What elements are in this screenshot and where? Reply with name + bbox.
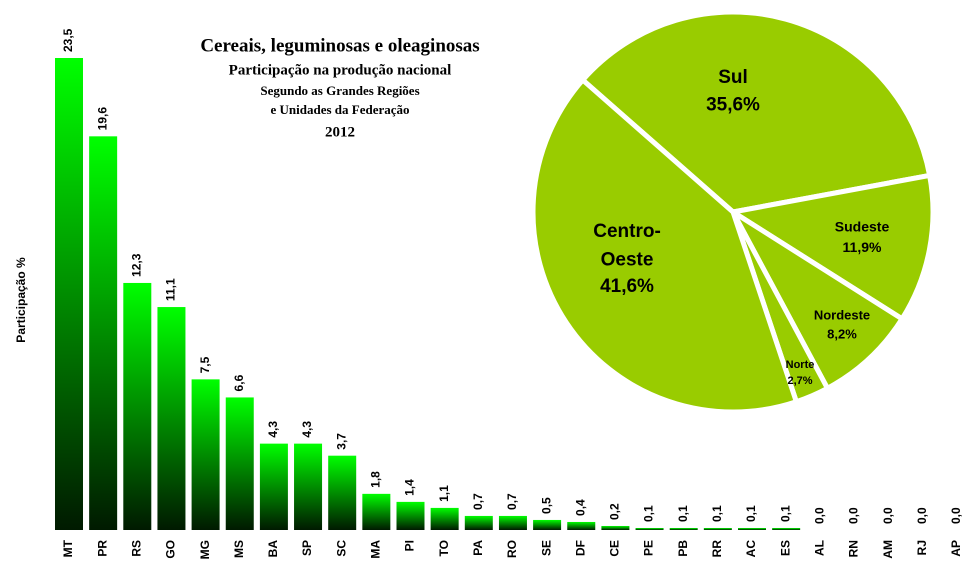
- slice-value: 2,7%: [787, 375, 812, 387]
- x-tick-label: PA: [471, 540, 485, 556]
- bar: [396, 501, 425, 530]
- value-label: 0,0: [847, 507, 861, 524]
- slice-label: Nordeste: [814, 307, 870, 322]
- x-tick-label: BA: [266, 540, 280, 558]
- bar: [464, 515, 493, 530]
- x-tick-label: ES: [778, 540, 792, 556]
- value-label: 0,5: [539, 497, 553, 514]
- bar: [157, 307, 186, 530]
- x-tick-label: PR: [95, 540, 109, 557]
- bar: [225, 397, 254, 530]
- bar: [259, 443, 288, 530]
- subtitle: 2012: [325, 124, 355, 140]
- x-tick-label: AM: [881, 540, 895, 559]
- bar: [567, 521, 596, 530]
- value-label: 0,0: [915, 507, 929, 524]
- x-tick-label: RJ: [915, 540, 929, 555]
- value-label: 23,5: [61, 28, 75, 52]
- bar: [772, 527, 801, 530]
- bar: [123, 282, 152, 530]
- value-label: 11,1: [164, 278, 178, 301]
- slice-label: Centro-Oeste: [593, 221, 661, 271]
- value-label: 0,1: [676, 505, 690, 522]
- bar: [601, 525, 630, 530]
- bar: [533, 519, 562, 530]
- slice-value: 41,6%: [600, 276, 654, 297]
- x-tick-label: CE: [608, 540, 622, 557]
- x-tick-label: MT: [61, 539, 75, 557]
- bar: [498, 515, 527, 530]
- pie-slice: [730, 172, 936, 322]
- slice-label: Sudeste: [835, 219, 890, 235]
- x-tick-label: SE: [539, 540, 553, 556]
- value-label: 0,2: [608, 503, 622, 520]
- value-label: 3,7: [334, 433, 348, 450]
- x-tick-label: PI: [403, 540, 417, 551]
- x-tick-label: PB: [676, 540, 690, 557]
- x-tick-label: TO: [437, 540, 451, 556]
- slice-label: Sul: [718, 67, 748, 88]
- x-tick-label: RS: [129, 540, 143, 557]
- pie-slice: [580, 9, 933, 215]
- subtitle: Segundo as Grandes Regiões: [260, 83, 419, 98]
- pie-slice: [530, 77, 799, 415]
- bar: [738, 527, 766, 530]
- x-tick-label: SP: [300, 540, 314, 556]
- value-label: 1,8: [369, 471, 383, 488]
- x-tick-label: RN: [847, 540, 861, 557]
- value-label: 1,4: [403, 479, 417, 496]
- value-label: 0,7: [471, 493, 485, 510]
- x-tick-label: RO: [505, 540, 519, 558]
- bar: [669, 527, 698, 530]
- bar: [191, 379, 220, 530]
- bar: [430, 507, 459, 530]
- chart-title: Cereais, leguminosas e oleaginosas: [200, 35, 479, 56]
- x-tick-label: SC: [334, 540, 348, 557]
- x-tick-label: DF: [573, 540, 587, 556]
- value-label: 0,0: [812, 507, 826, 524]
- value-label: 0,0: [949, 507, 963, 524]
- slice-value: 8,2%: [827, 326, 857, 341]
- value-label: 6,6: [232, 374, 246, 391]
- bar: [328, 455, 357, 530]
- value-label: 0,1: [642, 505, 656, 522]
- value-label: 19,6: [95, 107, 109, 131]
- slice-value: 35,6%: [706, 95, 760, 116]
- y-axis-label: Participação %: [14, 257, 28, 343]
- bar: [703, 527, 732, 530]
- bar: [294, 443, 323, 530]
- x-tick-label: MS: [232, 540, 246, 558]
- bar: [55, 58, 83, 530]
- value-label: 0,0: [881, 507, 895, 524]
- value-label: 1,1: [437, 485, 451, 502]
- x-tick-label: AC: [744, 540, 758, 558]
- slice-label: Norte: [786, 359, 815, 371]
- value-label: 4,3: [300, 421, 314, 438]
- x-tick-label: MA: [369, 540, 383, 559]
- bar: [635, 527, 664, 530]
- value-label: 7,5: [198, 356, 212, 373]
- slice-value: 11,9%: [843, 239, 882, 255]
- value-label: 12,3: [129, 253, 143, 277]
- subtitle: Participação na produção nacional: [229, 62, 452, 78]
- x-tick-label: AL: [812, 540, 826, 556]
- bar: [89, 136, 118, 530]
- value-label: 0,7: [505, 493, 519, 510]
- x-tick-label: AP: [949, 540, 963, 557]
- subtitle: e Unidades da Federação: [270, 102, 409, 117]
- value-label: 0,1: [710, 505, 724, 522]
- x-tick-label: PE: [642, 540, 656, 556]
- bar: [362, 493, 391, 530]
- value-label: 0,1: [744, 505, 758, 522]
- x-tick-label: GO: [164, 540, 178, 559]
- value-label: 4,3: [266, 421, 280, 438]
- x-tick-label: MG: [198, 540, 212, 559]
- x-tick-label: RR: [710, 540, 724, 558]
- value-label: 0,1: [778, 505, 792, 522]
- value-label: 0,4: [573, 499, 587, 516]
